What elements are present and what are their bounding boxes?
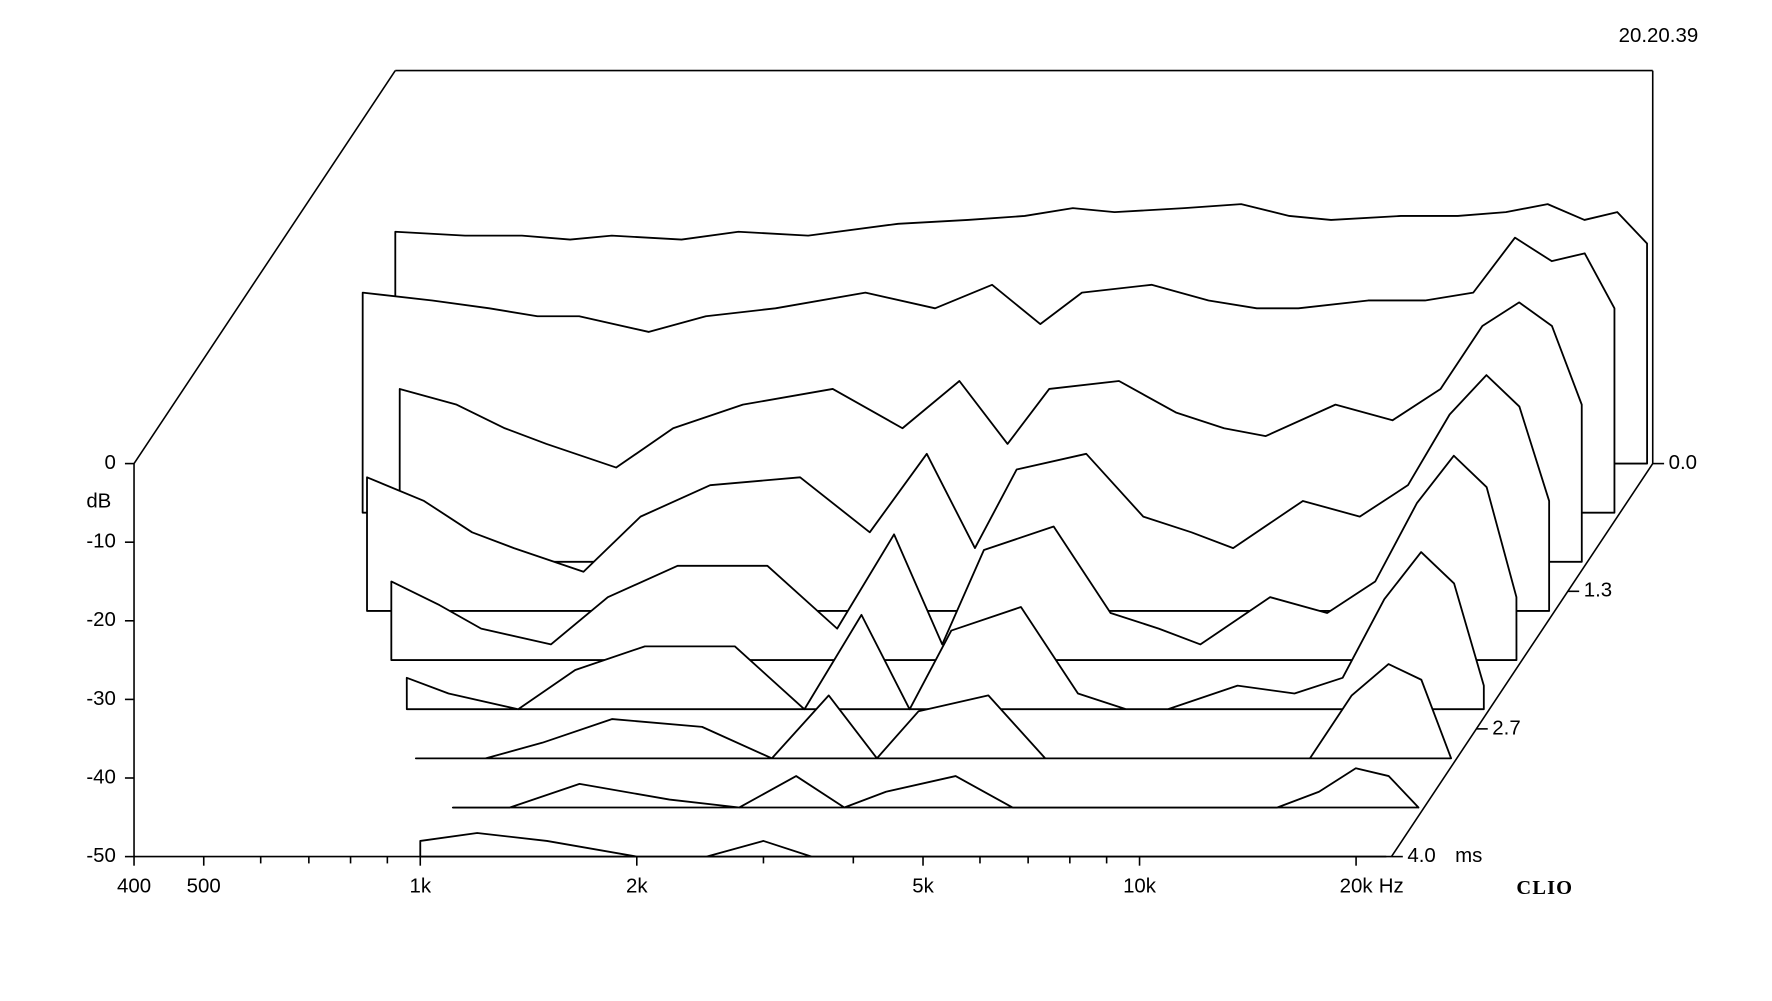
y-tick-label: -20 <box>86 608 116 631</box>
x-tick-label: 1k <box>409 875 431 898</box>
x-tick-label: 2k <box>626 875 648 898</box>
y-axis-label: dB <box>86 490 111 513</box>
x-tick-label: 10k <box>1123 875 1157 898</box>
decay-slice <box>419 832 1387 858</box>
y-tick-label: 0 <box>104 451 115 474</box>
frame-line <box>1390 463 1654 858</box>
z-unit: ms <box>1455 844 1482 867</box>
y-tick-label: -50 <box>86 844 116 867</box>
x-tick-label: 400 <box>117 875 151 898</box>
decay-slice <box>414 663 1453 760</box>
decay-slice <box>451 767 1420 809</box>
x-tick-label: 20k <box>1340 875 1374 898</box>
decay-slice <box>366 374 1551 612</box>
z-tick-label: 4.0 <box>1407 844 1435 867</box>
z-tick-label: 2.7 <box>1492 716 1520 739</box>
x-tick-label: 500 <box>187 875 221 898</box>
frame-line <box>133 70 396 465</box>
z-tick-label: 0.0 <box>1669 451 1697 474</box>
brand: CLIO <box>1516 877 1573 899</box>
z-tick-label: 1.3 <box>1584 579 1612 602</box>
y-tick-label: -30 <box>86 687 116 710</box>
timestamp: 20.20.39 <box>1619 24 1699 47</box>
x-unit: Hz <box>1379 875 1404 898</box>
y-tick-label: -10 <box>86 530 116 553</box>
decay-slice <box>405 551 1485 711</box>
decay-slice <box>390 454 1518 662</box>
x-tick-label: 5k <box>912 875 934 898</box>
y-tick-label: -40 <box>86 765 116 788</box>
